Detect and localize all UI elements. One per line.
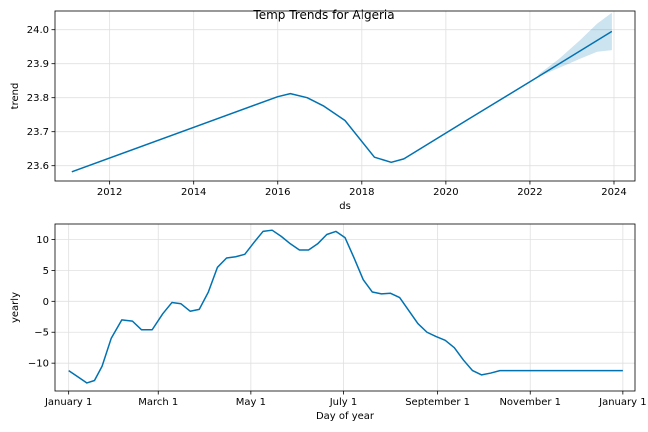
y-tick-label: 10 [36,235,49,246]
uncertainty-band [538,12,612,77]
trend-line [71,30,613,173]
x-tick-label: July 1 [329,397,358,408]
x-tick-label: 2020 [433,187,458,198]
y-axis-label: trend [10,83,21,110]
axes-frame [54,223,636,392]
x-tick-label: 2012 [97,187,122,198]
axes-frame [54,10,636,182]
y-tick-label: 24.0 [27,25,49,36]
y-tick-label: 23.6 [27,161,49,172]
y-axis-label: yearly [10,292,21,323]
y-tick-label: −10 [28,359,49,370]
trend-panel: 2012 2014 2016 2018 2020 2022 2024 23.6 23.7 23.8… [10,10,636,212]
y-tick-label: 23.7 [27,127,49,138]
x-tick-label: November 1 [499,397,561,408]
x-tick-label: 2014 [181,187,206,198]
y-tick-label: 23.8 [27,93,49,104]
x-tick-label: 2024 [601,187,626,198]
x-tick-label: 2022 [517,187,542,198]
x-tick-label: May 1 [236,397,266,408]
yearly-line [68,229,623,384]
x-tick-label: January 1 [598,397,646,408]
x-tick-label: 2018 [349,187,374,198]
chart-title: Temp Trends for Algeria [252,8,394,22]
x-axis-label: Day of year [316,411,375,422]
y-tick-label: 23.9 [27,59,49,70]
x-axis-label: ds [339,201,351,212]
y-tick-label: 5 [43,266,49,277]
y-tick-label: 0 [43,297,49,308]
x-tick-label: January 1 [44,397,92,408]
x-tick-label: September 1 [405,397,470,408]
yearly-panel: January 1 March 1 May 1 July 1 September 1 No… [10,223,647,422]
x-tick-label: March 1 [138,397,178,408]
x-tick-label: 2016 [265,187,290,198]
y-tick-label: −5 [34,328,49,339]
